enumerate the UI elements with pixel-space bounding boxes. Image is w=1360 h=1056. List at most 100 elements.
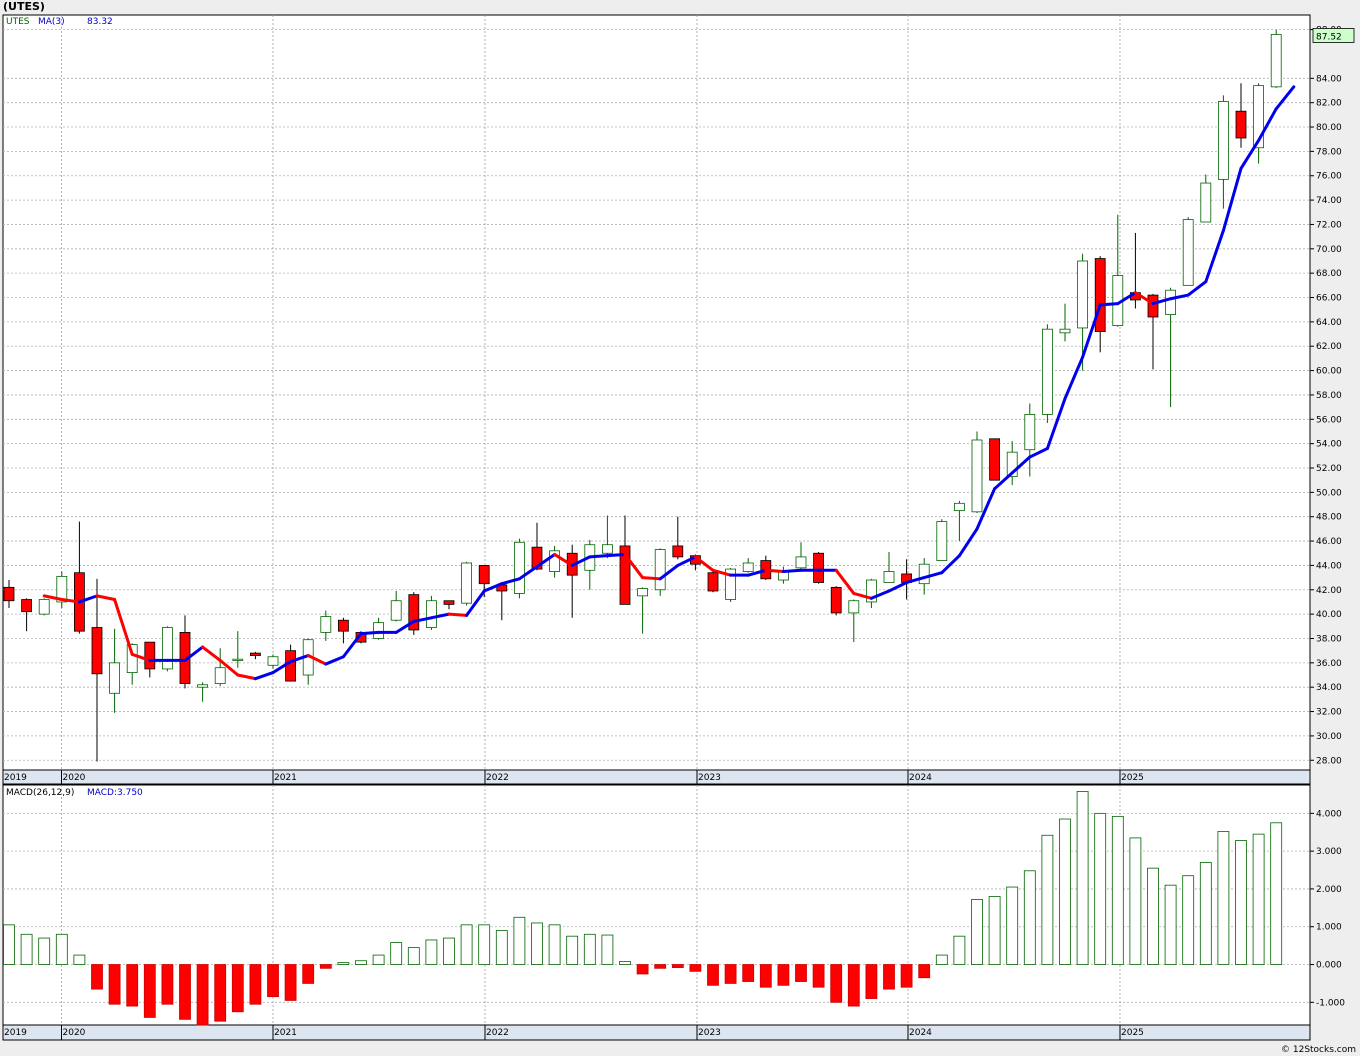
candle-body xyxy=(830,586,842,614)
price-tick-label: 68.00 xyxy=(1316,269,1342,279)
ma-segment xyxy=(781,568,803,574)
macd-bar xyxy=(918,964,931,979)
macd-bar xyxy=(1182,875,1195,965)
price-year-label: 2023 xyxy=(698,773,721,783)
ma-segment xyxy=(658,563,680,581)
candle-body xyxy=(918,563,930,585)
candle-body xyxy=(408,594,420,631)
macd-bar xyxy=(1199,862,1212,965)
macd-tick-label: -1.000 xyxy=(1316,998,1345,1008)
candle xyxy=(813,552,824,584)
candle-body xyxy=(109,662,120,694)
candle xyxy=(109,628,120,713)
macd-bar xyxy=(249,964,262,1005)
candle-body xyxy=(654,549,666,591)
macd-bar xyxy=(953,935,966,965)
candle xyxy=(971,431,983,514)
ma-segment xyxy=(218,658,240,677)
candle-body xyxy=(1165,289,1176,315)
price-tick-label: 32.00 xyxy=(1316,708,1342,718)
price-tick-label: 76.00 xyxy=(1316,172,1342,182)
candle xyxy=(214,648,226,686)
candle-body xyxy=(1200,182,1212,223)
candle-body xyxy=(38,599,50,615)
macd-bar xyxy=(143,964,156,1018)
macd-bar xyxy=(38,937,51,965)
price-tick-label: 50.00 xyxy=(1316,488,1342,498)
candle-body xyxy=(1218,101,1229,180)
candle-body xyxy=(1235,110,1247,139)
ma-segment xyxy=(1257,107,1278,142)
macd-bar xyxy=(355,960,367,965)
candle-body xyxy=(285,650,297,682)
price-tick-label: 62.00 xyxy=(1316,342,1342,352)
price-year-label: 2022 xyxy=(486,773,509,783)
macd-bar xyxy=(619,961,631,965)
macd-bar xyxy=(231,964,244,1013)
ma-segment xyxy=(905,576,926,584)
price-legend-symbol: UTES xyxy=(6,17,30,27)
macd-legend-label: MACD(26,12,9) xyxy=(6,788,74,798)
candle-body xyxy=(1024,414,1036,451)
ma-segment xyxy=(605,552,627,558)
ma-segment xyxy=(201,645,222,662)
ma-segment xyxy=(517,565,539,581)
ma-segment xyxy=(1063,355,1085,401)
ma-segment xyxy=(623,552,645,580)
macd-bar xyxy=(1111,815,1124,965)
candle-body xyxy=(1253,85,1264,149)
price-tick-label: 28.00 xyxy=(1316,756,1342,766)
price-year-label: 2024 xyxy=(909,773,932,783)
macd-bar xyxy=(1006,886,1019,965)
macd-bar xyxy=(971,899,983,965)
macd-bar xyxy=(1270,822,1283,965)
candle xyxy=(425,595,437,630)
price-tick-label: 34.00 xyxy=(1316,683,1342,693)
candle-body xyxy=(337,619,349,632)
ma-segment xyxy=(570,555,592,567)
candle-body xyxy=(672,545,684,558)
macd-bar xyxy=(161,964,174,1005)
macd-bar xyxy=(73,954,86,965)
candle-body xyxy=(144,641,156,670)
macd-bar xyxy=(777,964,790,986)
candle-body xyxy=(320,616,332,633)
ma-segment xyxy=(1204,229,1225,284)
candle xyxy=(707,570,719,593)
candle xyxy=(619,515,631,605)
price-date-axis xyxy=(2,769,1311,785)
ma-segment xyxy=(1274,85,1296,111)
ma-legend-value: 83.32 xyxy=(87,17,113,27)
ma-segment xyxy=(553,552,574,567)
candle xyxy=(742,558,754,573)
macd-legend-value: MACD:3.750 xyxy=(87,788,143,798)
macd-year-label: 2025 xyxy=(1121,1028,1144,1038)
price-tick-label: 54.00 xyxy=(1316,440,1342,450)
ma-segment xyxy=(588,554,609,559)
candle-body xyxy=(390,600,402,621)
candle-body xyxy=(813,552,824,583)
candle-body xyxy=(725,568,736,600)
macd-date-axis xyxy=(2,1024,1311,1041)
price-tick-label: 30.00 xyxy=(1316,732,1342,742)
candle-body xyxy=(1147,294,1159,318)
price-tick-label: 72.00 xyxy=(1316,220,1342,230)
ma-segment xyxy=(465,589,486,617)
candle xyxy=(373,617,385,640)
ma-segment xyxy=(236,673,257,681)
candle xyxy=(56,571,68,609)
last-price-label: 87.52 xyxy=(1316,32,1342,42)
macd-bar xyxy=(812,964,825,988)
price-year-label: 2025 xyxy=(1121,773,1144,783)
macd-bar xyxy=(407,947,420,965)
candle xyxy=(1218,95,1229,209)
ma-segment xyxy=(1045,397,1067,451)
ma-segment xyxy=(500,577,521,586)
candle xyxy=(830,586,842,616)
price-tick-label: 44.00 xyxy=(1316,561,1342,571)
ma-segment xyxy=(641,576,662,581)
candle-body xyxy=(742,562,754,572)
price-tick-label: 66.00 xyxy=(1316,294,1342,304)
